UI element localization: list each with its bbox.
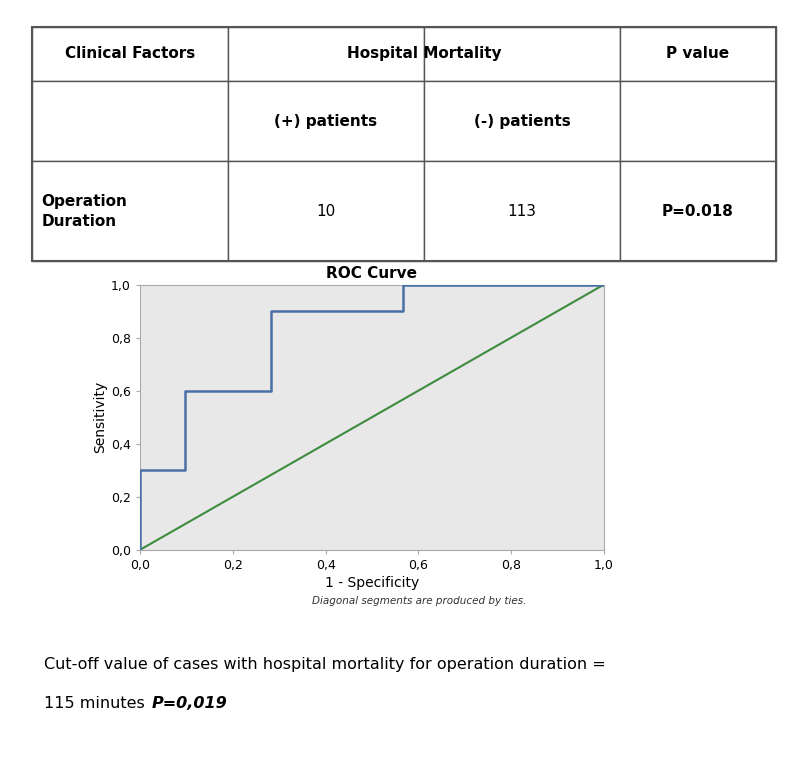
Text: Cut-off value of cases with hospital mortality for operation duration =: Cut-off value of cases with hospital mor…	[44, 657, 606, 673]
Text: Hospital Mortality: Hospital Mortality	[346, 46, 502, 62]
Text: 115 minutes: 115 minutes	[44, 696, 155, 711]
Text: P=0.018: P=0.018	[662, 204, 734, 219]
Text: (+) patients: (+) patients	[274, 114, 378, 128]
Title: ROC Curve: ROC Curve	[326, 265, 418, 281]
Text: P value: P value	[666, 46, 730, 62]
X-axis label: 1 - Specificity: 1 - Specificity	[325, 576, 419, 590]
Text: (-) patients: (-) patients	[474, 114, 570, 128]
Text: P=0,019: P=0,019	[152, 696, 228, 711]
Text: Operation
Duration: Operation Duration	[42, 194, 127, 229]
Y-axis label: Sensitivity: Sensitivity	[93, 381, 107, 453]
Text: Diagonal segments are produced by ties.: Diagonal segments are produced by ties.	[312, 596, 526, 606]
Text: 10: 10	[316, 204, 336, 219]
Text: Clinical Factors: Clinical Factors	[65, 46, 195, 62]
Text: 113: 113	[507, 204, 537, 219]
